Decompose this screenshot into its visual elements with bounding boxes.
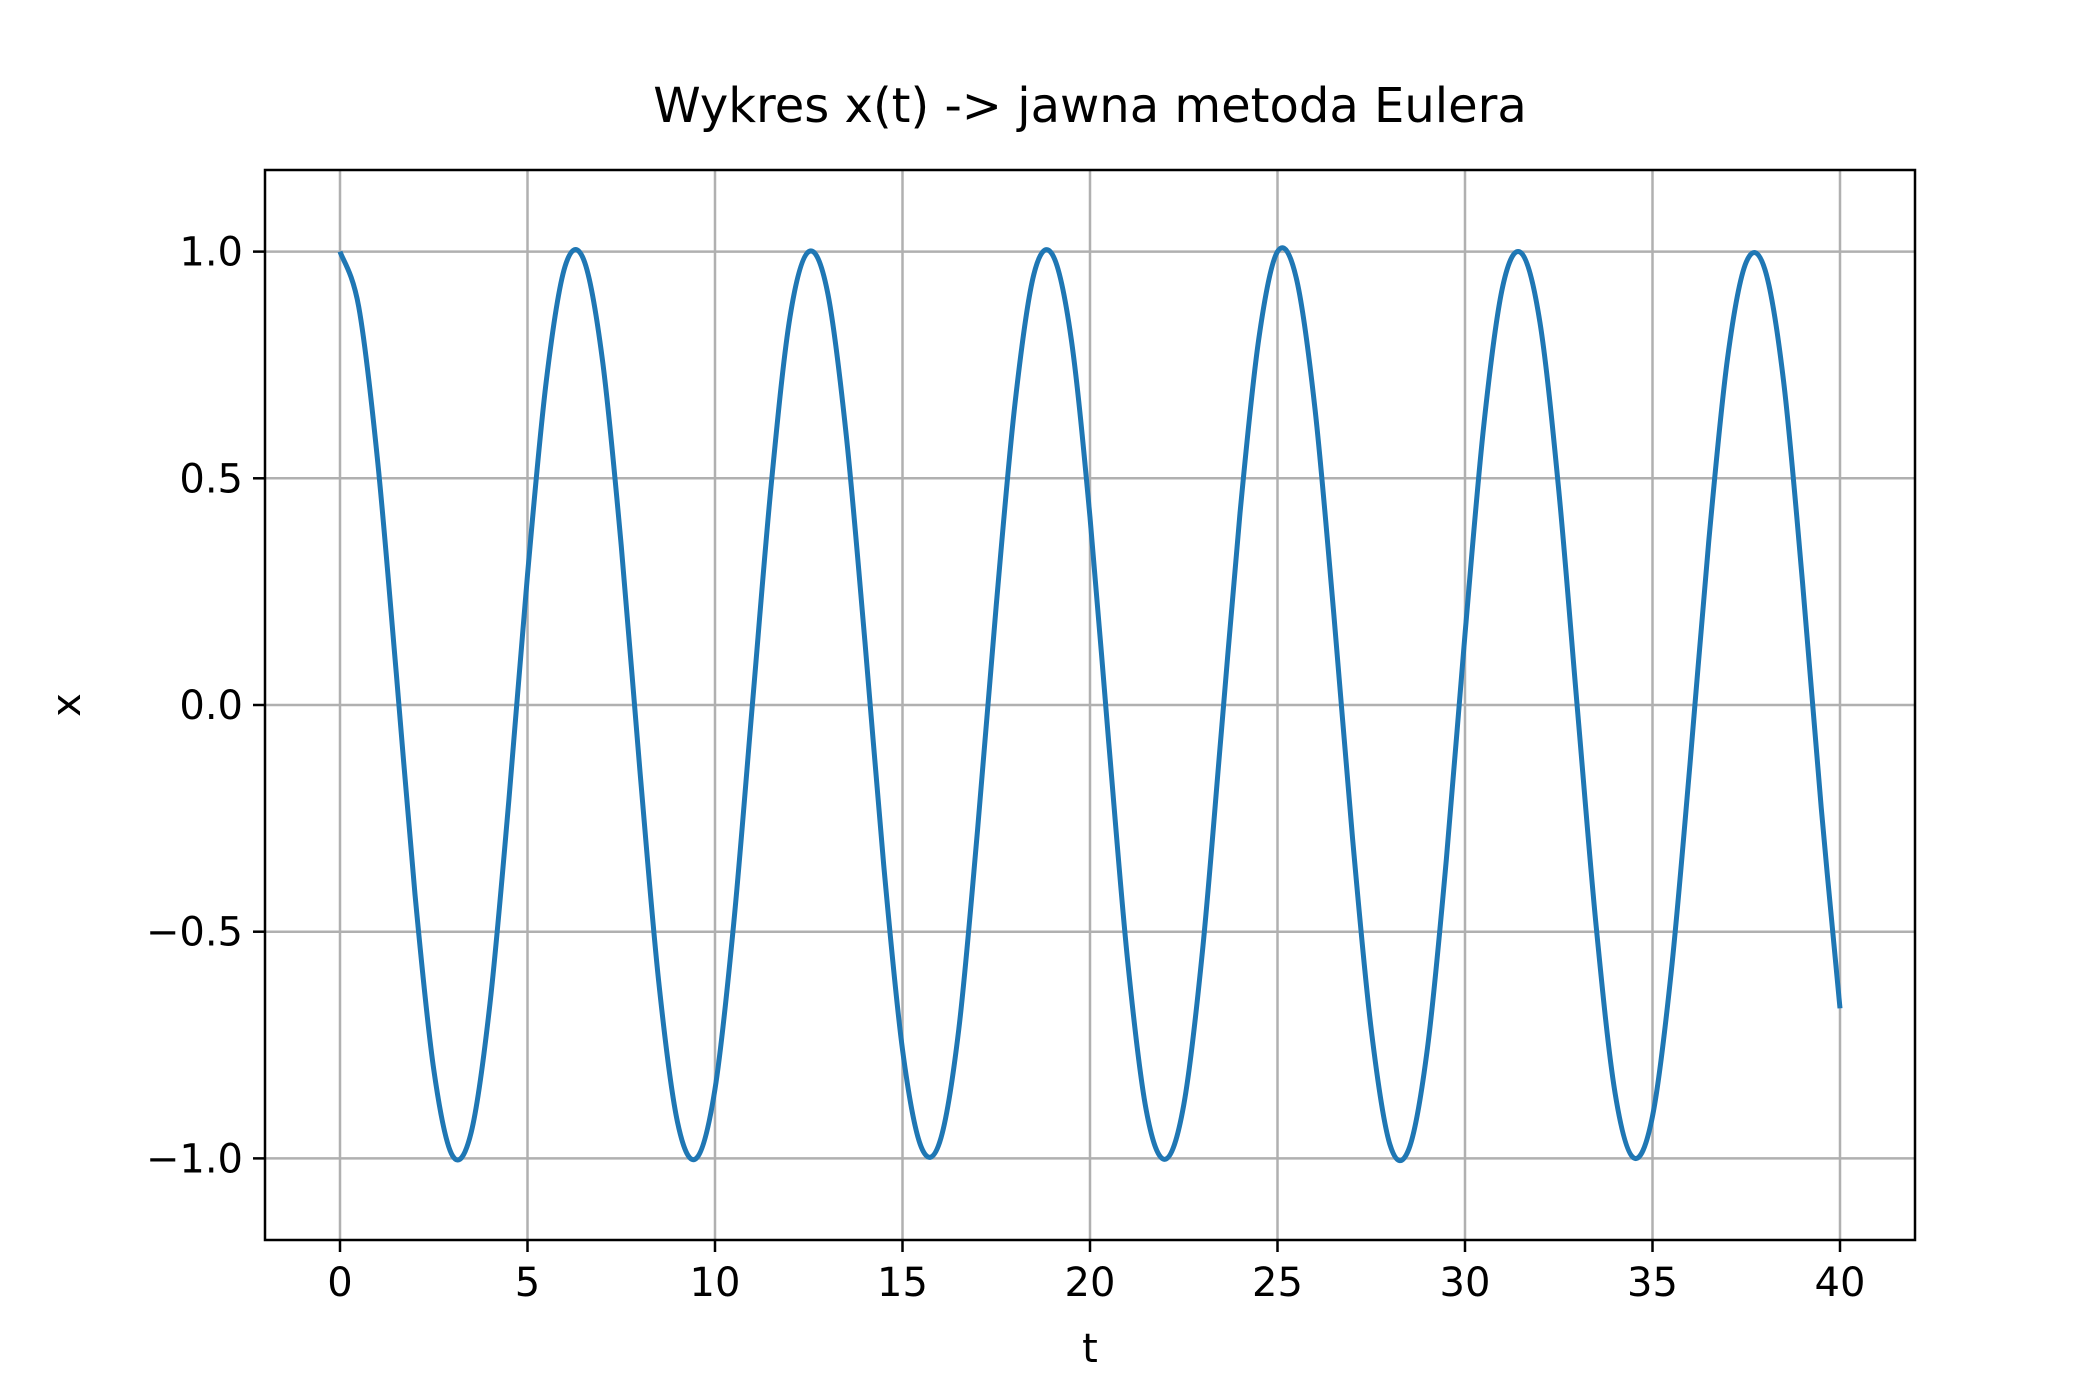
x-tick-label: 40 [1815, 1260, 1866, 1306]
y-tick-label: −1.0 [146, 1136, 243, 1182]
x-tick-label: 5 [515, 1260, 540, 1306]
x-axis-ticks: 0 5 10 15 20 25 30 35 40 [327, 1240, 1865, 1306]
y-tick-label: 1.0 [179, 230, 243, 276]
y-axis-label: x [44, 693, 90, 717]
y-tick-label: 0.5 [179, 456, 243, 502]
x-axis-label: t [1082, 1326, 1098, 1372]
y-tick-label: −0.5 [146, 910, 243, 956]
x-tick-label: 20 [1065, 1260, 1116, 1306]
chart-title: Wykres x(t) -> jawna metoda Eulera [653, 78, 1527, 134]
x-tick-label: 35 [1627, 1260, 1678, 1306]
x-tick-label: 10 [690, 1260, 741, 1306]
x-tick-label: 30 [1440, 1260, 1491, 1306]
y-tick-label: 0.0 [179, 683, 243, 729]
x-tick-label: 15 [877, 1260, 928, 1306]
x-tick-label: 25 [1252, 1260, 1303, 1306]
series-layer [337, 245, 1843, 1164]
grid [265, 170, 1915, 1240]
x-tick-label: 0 [327, 1260, 352, 1306]
y-axis-ticks: −1.0 −0.5 0.0 0.5 1.0 [146, 230, 265, 1182]
series-line [337, 245, 1843, 1164]
